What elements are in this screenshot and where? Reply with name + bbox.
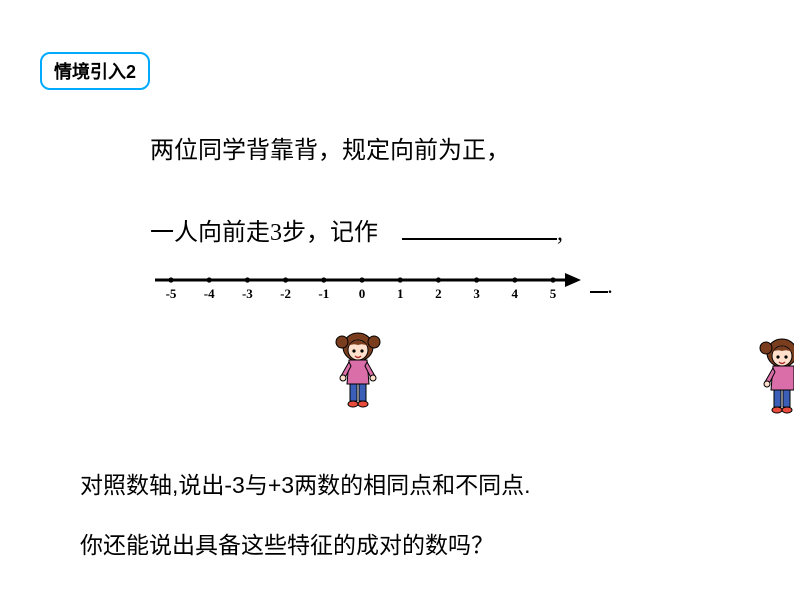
svg-text:-5: -5 (166, 286, 177, 301)
svg-text:-4: -4 (204, 286, 215, 301)
fill-blank-2 (590, 285, 608, 293)
svg-text:-2: -2 (280, 286, 291, 301)
question-2-text: 你还能说出具备这些特征的成对的数吗？ (80, 532, 494, 558)
question-2: 你还能说出具备这些特征的成对的数吗？ (80, 526, 494, 560)
l2-num: 3 (270, 220, 282, 246)
svg-text:-1: -1 (318, 286, 329, 301)
svg-text:4: 4 (512, 286, 519, 301)
student-character-right-icon (750, 336, 794, 416)
question-1: 对照数轴,说出-3与+3两数的相同点和不同点. (80, 466, 530, 500)
svg-text:0: 0 (359, 286, 366, 301)
l2-mid: 步，记作 (282, 219, 402, 246)
prompt-line-2: 一人向前走3步，记作 , (150, 212, 563, 247)
trailing-blank: . (590, 280, 612, 298)
trailing-dot: . (608, 280, 612, 297)
section-badge: 情境引入2 (40, 52, 150, 90)
svg-text:2: 2 (435, 286, 442, 301)
l2-comma: , (557, 220, 563, 246)
prompt-line-1-text: 两位同学背靠背，规定向前为正， (150, 137, 510, 164)
svg-text:5: 5 (550, 286, 557, 301)
svg-text:3: 3 (473, 286, 480, 301)
student-character-icon (333, 330, 383, 410)
l2-prefix: 一人向前走 (150, 219, 270, 246)
prompt-line-1: 两位同学背靠背，规定向前为正， (150, 130, 510, 165)
number-line: -5 -4 -3 -2 -1 0 1 2 3 4 5 (153, 266, 583, 314)
section-badge-text: 情境引入2 (54, 62, 136, 82)
fill-blank-1 (402, 228, 557, 240)
question-1-text: 对照数轴,说出-3与+3两数的相同点和不同点. (80, 472, 530, 498)
svg-text:1: 1 (397, 286, 404, 301)
svg-text:-3: -3 (242, 286, 253, 301)
